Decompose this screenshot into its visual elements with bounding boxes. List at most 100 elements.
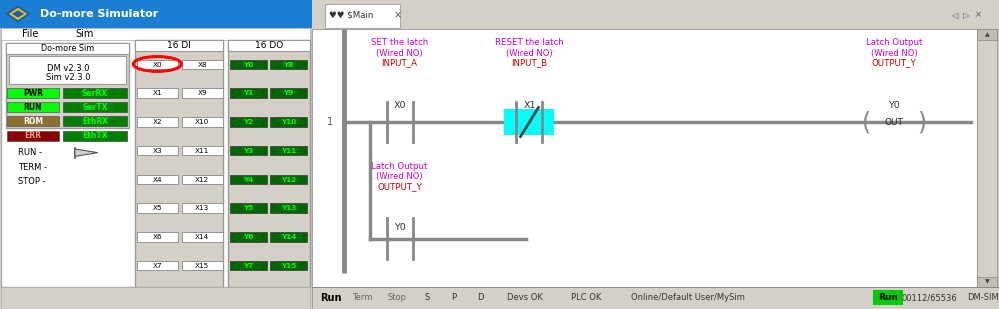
Text: Y4: Y4 (243, 176, 254, 183)
FancyBboxPatch shape (7, 131, 59, 141)
Text: Y3: Y3 (243, 148, 254, 154)
Text: PLC OK: PLC OK (571, 293, 601, 303)
FancyBboxPatch shape (312, 0, 999, 29)
FancyBboxPatch shape (63, 131, 127, 141)
FancyBboxPatch shape (7, 102, 59, 112)
Text: DM v2.3.0: DM v2.3.0 (47, 64, 89, 73)
FancyBboxPatch shape (7, 116, 59, 126)
FancyBboxPatch shape (230, 146, 267, 155)
Text: S: S (425, 293, 430, 303)
FancyBboxPatch shape (137, 60, 178, 69)
Text: RESET the latch: RESET the latch (496, 38, 563, 47)
FancyBboxPatch shape (325, 4, 400, 28)
Text: X5: X5 (153, 205, 162, 211)
Text: X1: X1 (523, 100, 535, 110)
FancyBboxPatch shape (182, 60, 223, 69)
FancyBboxPatch shape (137, 175, 178, 184)
Text: OUTPUT_Y: OUTPUT_Y (872, 58, 916, 68)
Text: RUN -: RUN - (18, 148, 42, 158)
FancyBboxPatch shape (270, 175, 307, 184)
FancyBboxPatch shape (182, 88, 223, 98)
FancyBboxPatch shape (228, 40, 310, 51)
FancyBboxPatch shape (230, 175, 267, 184)
Text: DM-SIM: DM-SIM (967, 293, 999, 303)
Text: D: D (478, 293, 485, 303)
FancyBboxPatch shape (977, 277, 997, 287)
FancyBboxPatch shape (270, 60, 307, 69)
Text: Devs OK: Devs OK (507, 293, 543, 303)
FancyBboxPatch shape (137, 203, 178, 213)
Text: RUN: RUN (24, 103, 42, 112)
Text: X0: X0 (394, 100, 406, 110)
Text: Latch Output: Latch Output (866, 38, 922, 47)
FancyBboxPatch shape (137, 146, 178, 155)
Text: 16 DI: 16 DI (167, 41, 191, 50)
FancyBboxPatch shape (230, 261, 267, 270)
FancyBboxPatch shape (182, 261, 223, 270)
Text: (: ( (861, 110, 871, 134)
FancyBboxPatch shape (270, 261, 307, 270)
FancyBboxPatch shape (6, 43, 129, 128)
Text: Stop: Stop (388, 293, 407, 303)
Text: X7: X7 (153, 263, 162, 269)
Text: Sim: Sim (75, 29, 93, 39)
Text: Run: Run (320, 293, 342, 303)
FancyBboxPatch shape (63, 88, 127, 98)
FancyBboxPatch shape (230, 117, 267, 127)
FancyBboxPatch shape (182, 175, 223, 184)
Text: X9: X9 (198, 90, 207, 96)
Text: OUTPUT_Y: OUTPUT_Y (378, 182, 422, 192)
Text: ): ) (917, 110, 927, 134)
Text: X8: X8 (198, 61, 207, 68)
Text: X0: X0 (153, 61, 162, 68)
Text: Y11: Y11 (281, 148, 296, 154)
Text: Y14: Y14 (281, 234, 296, 240)
Text: Y0: Y0 (888, 100, 900, 110)
Text: X15: X15 (195, 263, 210, 269)
FancyBboxPatch shape (230, 88, 267, 98)
Text: Y8: Y8 (283, 61, 294, 68)
FancyBboxPatch shape (1, 29, 310, 287)
Text: (Wired NO): (Wired NO) (871, 49, 917, 58)
Text: (Wired NO): (Wired NO) (377, 49, 423, 58)
FancyBboxPatch shape (182, 117, 223, 127)
Text: ▼: ▼ (985, 279, 989, 284)
FancyBboxPatch shape (873, 290, 903, 305)
Text: Y15: Y15 (281, 263, 296, 269)
Text: X10: X10 (195, 119, 210, 125)
Text: Y5: Y5 (243, 205, 254, 211)
FancyBboxPatch shape (9, 56, 126, 84)
Text: (Wired NO): (Wired NO) (377, 172, 423, 181)
FancyBboxPatch shape (230, 232, 267, 242)
Polygon shape (75, 149, 98, 156)
FancyBboxPatch shape (1, 28, 310, 40)
Text: X3: X3 (153, 148, 162, 154)
Text: X12: X12 (195, 176, 210, 183)
Text: SerRX: SerRX (82, 88, 108, 98)
Text: STOP -: STOP - (18, 177, 46, 186)
FancyBboxPatch shape (270, 232, 307, 242)
Text: ▲: ▲ (985, 32, 989, 37)
FancyBboxPatch shape (135, 40, 223, 287)
FancyBboxPatch shape (230, 60, 267, 69)
Text: 16 DO: 16 DO (255, 41, 283, 50)
FancyBboxPatch shape (7, 88, 59, 98)
Text: X13: X13 (195, 205, 210, 211)
FancyBboxPatch shape (182, 146, 223, 155)
Text: Y2: Y2 (243, 119, 254, 125)
Text: EthRX: EthRX (82, 117, 108, 126)
Text: 1: 1 (327, 117, 333, 127)
Text: PWR: PWR (23, 88, 43, 98)
Text: TERM -: TERM - (18, 163, 47, 172)
Text: X6: X6 (153, 234, 162, 240)
Text: SET the latch: SET the latch (371, 38, 429, 47)
Text: Latch Output: Latch Output (372, 162, 428, 171)
FancyBboxPatch shape (270, 203, 307, 213)
FancyBboxPatch shape (182, 203, 223, 213)
Text: ◁: ◁ (951, 11, 958, 20)
Text: Online/Default User/MySim: Online/Default User/MySim (631, 293, 745, 303)
FancyBboxPatch shape (977, 29, 997, 40)
FancyBboxPatch shape (312, 29, 977, 287)
FancyBboxPatch shape (270, 88, 307, 98)
FancyBboxPatch shape (63, 102, 127, 112)
